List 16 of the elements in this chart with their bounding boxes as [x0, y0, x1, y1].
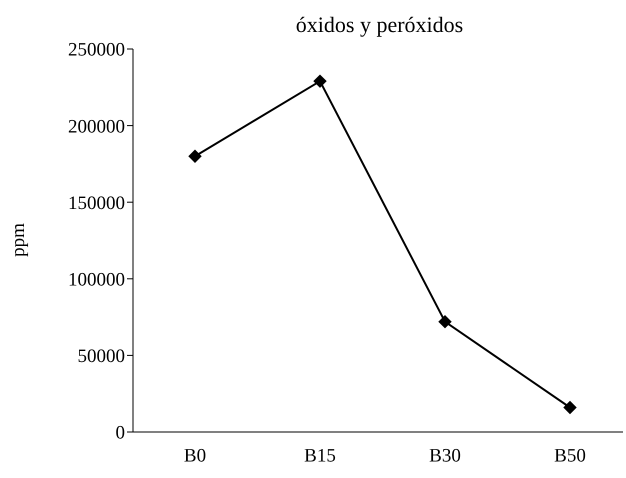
y-tick-label: 150000 [68, 192, 125, 214]
x-tick-label: B0 [184, 445, 206, 466]
x-tick-label: B50 [554, 445, 586, 466]
y-tick-label: 0 [116, 422, 125, 444]
chart-title: óxidos y peróxidos [294, 12, 464, 38]
y-tick-label: 200000 [68, 116, 125, 138]
y-axis-title: ppm [8, 223, 30, 257]
y-tick-label: 100000 [68, 270, 125, 291]
x-tick-label: B30 [429, 445, 461, 466]
point [188, 150, 202, 163]
point [564, 400, 576, 414]
x-tick-label: B15 [304, 445, 336, 466]
y-tick-label: 50000 [78, 346, 125, 368]
y-tick-label: 250000 [68, 40, 125, 61]
point [438, 315, 452, 328]
point [314, 74, 326, 88]
